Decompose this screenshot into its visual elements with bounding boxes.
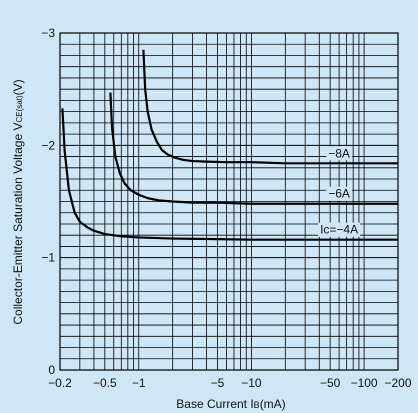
x-axis-label-unit: (mA) xyxy=(260,397,286,411)
y-axis-label: Collector-Emitter Saturation Voltage VCE… xyxy=(11,79,25,324)
series-label-background xyxy=(326,146,352,161)
y-axis-label-sub: CE(sat) xyxy=(15,95,24,122)
x-axis-label-sub: B xyxy=(254,400,260,410)
curves xyxy=(61,49,398,241)
x-tick-label: −100 xyxy=(351,376,378,390)
y-tick-label: −1 xyxy=(41,251,55,265)
grid xyxy=(59,33,399,370)
series-label: −8A xyxy=(328,146,350,160)
x-tick-label: −200 xyxy=(384,376,411,390)
series-labels: Ic=−4A −6A −8A xyxy=(318,146,361,237)
x-axis-label-main: Base Current I xyxy=(176,397,253,411)
y-tick-label: 0 xyxy=(48,363,55,377)
x-axis-label: Base Current IB(mA) xyxy=(176,397,285,411)
y-axis-label-unit: (V) xyxy=(11,79,25,95)
plot-frame xyxy=(59,32,399,371)
series-label: Ic=−4A xyxy=(320,223,358,237)
x-tick-label: −50 xyxy=(320,376,341,390)
series-line xyxy=(142,49,398,165)
series-line xyxy=(61,108,398,241)
series-label: −6A xyxy=(328,187,350,201)
x-tick-labels: −0.2 −0.5 −1 −5 −10 −50 −100 −200 xyxy=(48,376,412,390)
y-tick-labels: 0 −1 −2 −3 xyxy=(41,26,55,377)
series-label-background xyxy=(326,186,352,201)
x-tick-label: −10 xyxy=(241,376,262,390)
y-tick-label: −3 xyxy=(41,26,55,40)
x-tick-label: −0.2 xyxy=(48,376,72,390)
y-axis-label-main: Collector-Emitter Saturation Voltage V xyxy=(11,123,25,325)
y-tick-label: −2 xyxy=(41,138,55,152)
series-line xyxy=(109,92,398,205)
x-tick-label: −5 xyxy=(211,376,225,390)
series-label-background xyxy=(318,222,361,237)
x-tick-label: −0.5 xyxy=(93,376,117,390)
x-tick-label: −1 xyxy=(132,376,146,390)
